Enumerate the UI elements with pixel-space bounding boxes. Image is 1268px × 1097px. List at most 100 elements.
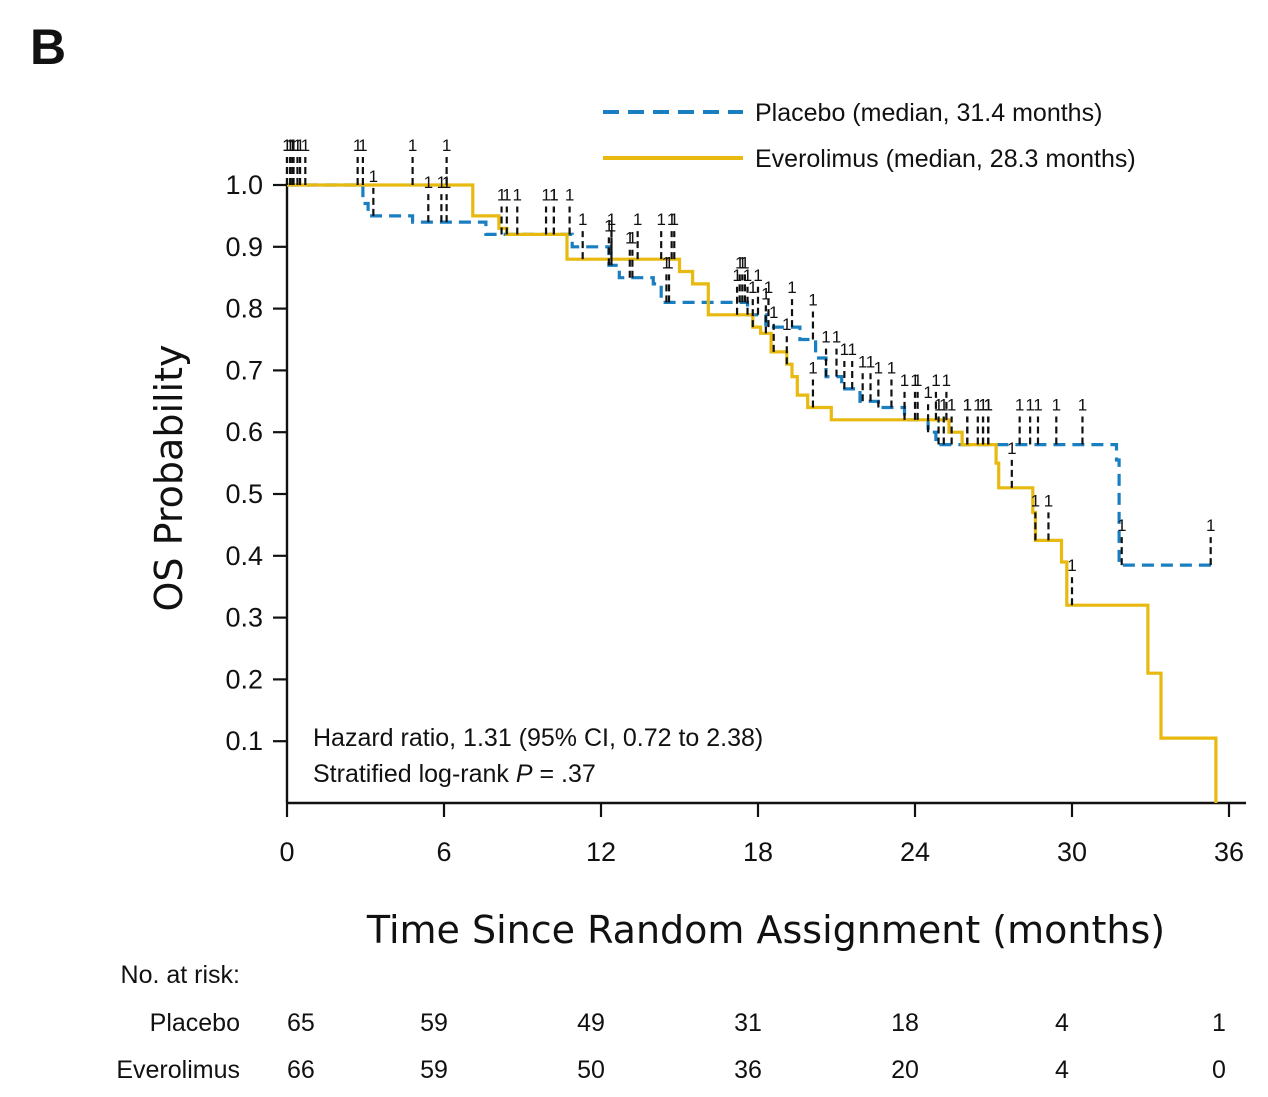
censor-count-placebo-31: 1: [847, 340, 856, 359]
censor-count-everolimus-8: 1: [578, 210, 587, 229]
x-tick-label-0: 0: [279, 837, 294, 867]
censor-count-placebo-3: 1: [293, 136, 302, 155]
risk-table-header: No. at risk:: [121, 961, 240, 989]
y-tick-label-0: 0.1: [225, 726, 263, 756]
x-tick-label-6: 36: [1214, 837, 1244, 867]
risk-values: 65 59 49 31 18 4 1 66 59 50 36 20 4 0: [287, 1009, 1226, 1084]
censor-count-everolimus-21: 1: [910, 371, 919, 390]
y-tick-label-1: 0.2: [225, 664, 263, 694]
censor-count-everolimus-20: 1: [808, 358, 817, 377]
censor-count-placebo-47: 1: [1025, 396, 1034, 415]
logrank-value: = .37: [533, 760, 596, 788]
censor-count-placebo-39: 1: [934, 396, 943, 415]
censor-count-everolimus-5: 1: [442, 136, 451, 155]
censor-count-everolimus-22: 1: [931, 371, 940, 390]
censor-count-placebo-35: 1: [887, 358, 896, 377]
survival-curves: [287, 183, 1218, 803]
censor-count-placebo-20: 1: [664, 253, 673, 272]
risk-value-everolimus-6: 0: [1212, 1056, 1226, 1084]
risk-value-everolimus-1: 59: [420, 1056, 448, 1084]
censor-count-everolimus-1: 1: [287, 136, 296, 155]
censor-count-everolimus-7: 1: [549, 185, 558, 204]
y-tick-label-9: 1.0: [225, 170, 263, 200]
censor-count-everolimus-15: 1: [743, 266, 752, 285]
censor-count-everolimus-10: 1: [633, 210, 642, 229]
censor-count-everolimus-30: 1: [1067, 556, 1076, 575]
censor-count-everolimus-4: 1: [408, 136, 417, 155]
censor-count-placebo-48: 1: [1033, 396, 1042, 415]
censor-count-placebo-33: 1: [866, 352, 875, 371]
censor-count-everolimus-12: 1: [667, 210, 676, 229]
censor-count-placebo-45: 1: [984, 396, 993, 415]
x-tick-label-1: 6: [436, 837, 451, 867]
censor-count-everolimus-3: 1: [358, 136, 367, 155]
censor-count-placebo-27: 1: [808, 291, 817, 310]
y-tick-label-4: 0.5: [225, 479, 263, 509]
x-tick-label-3: 18: [743, 837, 773, 867]
censor-count-everolimus-9: 1: [607, 210, 616, 229]
censor-count-placebo-26: 1: [787, 278, 796, 297]
censor-count-everolimus-2: 1: [295, 136, 304, 155]
legend: Placebo (median, 31.4 months) Everolimus…: [603, 99, 1136, 173]
y-tick-label-3: 0.4: [225, 541, 263, 571]
censor-count-placebo-18: 1: [628, 229, 637, 248]
censor-count-everolimus-17: 1: [761, 284, 770, 303]
censor-count-placebo-16: 1: [607, 216, 616, 235]
censor-count-placebo-52: 1: [1206, 516, 1215, 535]
logrank-text: Stratified log-rank P = .37: [313, 760, 596, 788]
censor-count-placebo-5: 1: [353, 136, 362, 155]
censor-count-everolimus-29: 1: [1044, 491, 1053, 510]
risk-value-placebo-2: 49: [577, 1009, 605, 1037]
y-tick-label-5: 0.6: [225, 417, 263, 447]
censor-count-placebo-51: 1: [1117, 516, 1126, 535]
censor-count-placebo-36: 1: [900, 371, 909, 390]
censor-count-everolimus-27: 1: [1007, 439, 1016, 458]
x-tick-label-5: 30: [1057, 837, 1087, 867]
censor-count-placebo-6: 1: [369, 167, 378, 186]
censor-count-placebo-28: 1: [821, 328, 830, 347]
censor-count-placebo-40: 1: [939, 396, 948, 415]
censor-count-everolimus-13: 1: [670, 210, 679, 229]
censor-count-everolimus-26: 1: [984, 396, 993, 415]
censor-count-everolimus-28: 1: [1031, 491, 1040, 510]
censor-count-everolimus-6: 1: [502, 185, 511, 204]
censor-count-placebo-44: 1: [978, 396, 987, 415]
y-tick-label-8: 0.9: [225, 232, 263, 262]
y-ticks: 0.1 0.2 0.3 0.4 0.5 0.6 0.7 0.8 0.9 1.0: [225, 170, 287, 756]
risk-row-label-everolimus: Everolimus: [116, 1056, 240, 1084]
censor-count-placebo-43: 1: [973, 396, 982, 415]
y-axis-title: OS Probability: [147, 345, 191, 612]
risk-value-everolimus-3: 36: [734, 1056, 762, 1084]
risk-value-everolimus-2: 50: [577, 1056, 605, 1084]
censor-count-placebo-41: 1: [947, 396, 956, 415]
censor-count-placebo-12: 1: [541, 185, 550, 204]
censor-count-placebo-49: 1: [1052, 396, 1061, 415]
censor-count-placebo-2: 1: [289, 136, 298, 155]
censor-count-everolimus-0: 1: [282, 136, 291, 155]
censor-count-placebo-34: 1: [874, 358, 883, 377]
censor-count-placebo-42: 1: [963, 396, 972, 415]
censor-count-placebo-1: 1: [285, 136, 294, 155]
censor-count-everolimus-23: 1: [942, 371, 951, 390]
censor-count-placebo-25: 1: [764, 278, 773, 297]
censor-count-everolimus-11: 1: [656, 210, 665, 229]
censor-count-placebo-21: 1: [735, 253, 744, 272]
censor-count-everolimus-16: 1: [748, 278, 757, 297]
censor-count-placebo-13: 1: [549, 185, 558, 204]
risk-value-everolimus-0: 66: [287, 1056, 315, 1084]
risk-value-everolimus-5: 4: [1055, 1056, 1069, 1084]
x-axis-title: Time Since Random Assignment (months): [366, 908, 1165, 952]
x-tick-label-2: 12: [586, 837, 616, 867]
risk-value-placebo-6: 1: [1212, 1009, 1226, 1037]
panel-label: B: [30, 19, 66, 75]
risk-value-placebo-3: 31: [734, 1009, 762, 1037]
censor-count-placebo-4: 1: [301, 136, 310, 155]
risk-value-placebo-5: 4: [1055, 1009, 1069, 1037]
logrank-prefix: Stratified log-rank: [313, 760, 516, 788]
censor-count-placebo-14: 1: [565, 185, 574, 204]
censor-count-placebo-22: 1: [738, 253, 747, 272]
censor-count-placebo-24: 1: [753, 266, 762, 285]
censor-count-placebo-19: 1: [662, 253, 671, 272]
legend-everolimus-label: Everolimus (median, 28.3 months): [755, 145, 1136, 173]
